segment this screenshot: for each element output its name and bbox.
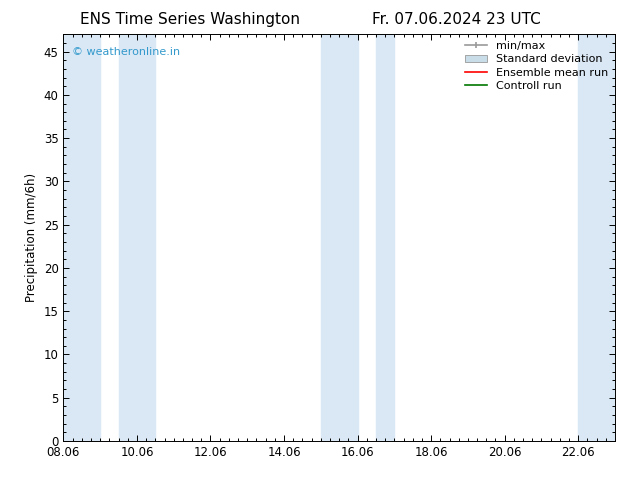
Bar (63, 34, 100, 441)
Text: Fr. 07.06.2024 23 UTC: Fr. 07.06.2024 23 UTC (372, 12, 541, 27)
Y-axis label: Precipitation (mm/6h): Precipitation (mm/6h) (25, 173, 38, 302)
Bar (578, 34, 615, 441)
Bar (376, 34, 394, 441)
Bar (119, 34, 155, 441)
Legend: min/max, Standard deviation, Ensemble mean run, Controll run: min/max, Standard deviation, Ensemble me… (460, 37, 612, 96)
Bar (321, 34, 358, 441)
Text: © weatheronline.in: © weatheronline.in (72, 47, 180, 56)
Text: ENS Time Series Washington: ENS Time Series Washington (80, 12, 301, 27)
